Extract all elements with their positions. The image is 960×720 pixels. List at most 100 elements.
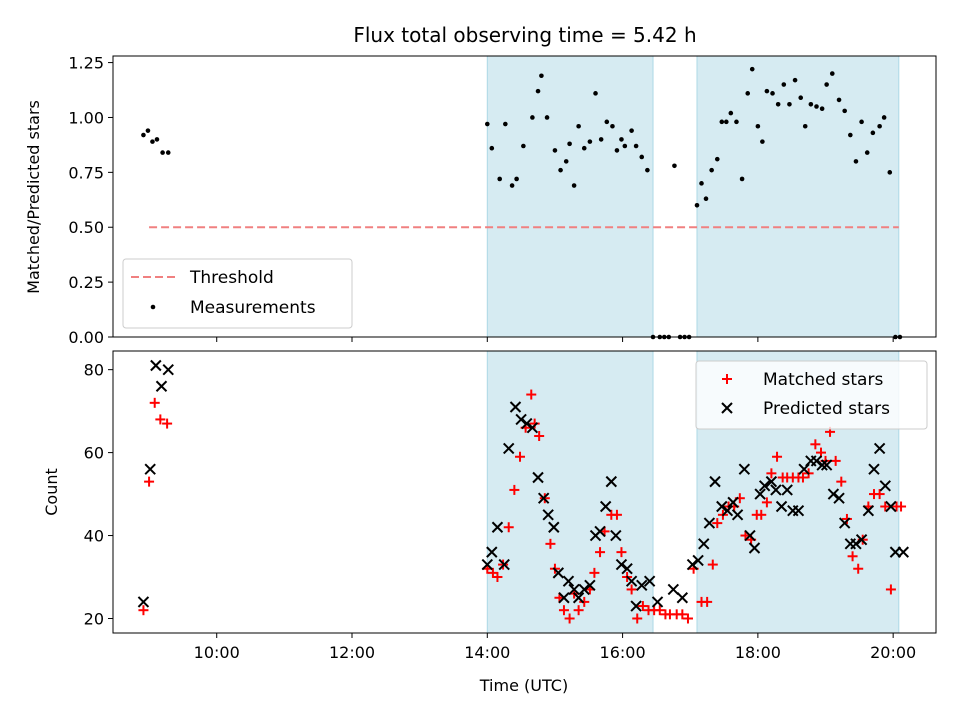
matched-star-point xyxy=(853,563,864,574)
measurement-point xyxy=(552,148,558,153)
x-tick-label: 20:00 xyxy=(870,643,916,662)
y-tick-label: 60 xyxy=(84,444,104,463)
predicted-star-point xyxy=(873,442,886,455)
matched-star-point xyxy=(162,418,173,429)
predicted-star-point xyxy=(137,596,150,608)
measurement-point xyxy=(639,154,645,160)
measurement-point xyxy=(709,167,714,173)
matched-star-point xyxy=(756,509,767,520)
measurement-point xyxy=(587,139,593,144)
predicted-star-point xyxy=(703,517,716,529)
top-x-ticks xyxy=(216,337,894,342)
matched-star-point xyxy=(797,472,808,483)
predicted-star-point xyxy=(572,592,585,604)
predicted-star-point xyxy=(498,558,510,571)
predicted-star-point xyxy=(838,517,851,529)
shaded-interval xyxy=(486,55,654,338)
legend-threshold-label: Threshold xyxy=(189,268,274,288)
predicted-star-point xyxy=(676,592,689,604)
legend-measurements-swatch xyxy=(150,304,156,310)
y-tick-label: 0.00 xyxy=(68,328,104,347)
predicted-star-point xyxy=(798,463,810,475)
top-plot-frame xyxy=(112,55,937,338)
matched-star-point xyxy=(509,484,520,495)
top-legend: Threshold Measurements xyxy=(122,258,353,329)
bottom-y-ticks: 20 40 60 80 xyxy=(84,361,113,628)
matched-star-point xyxy=(702,596,713,607)
bottom-x-ticks: 10:00 12:00 14:00 16:00 18:00 20:00 xyxy=(194,633,916,662)
predicted-star-point xyxy=(503,442,515,455)
measurement-point xyxy=(836,97,842,103)
bottom-plot-frame xyxy=(112,350,937,634)
predicted-star-point xyxy=(625,575,638,587)
measurement-point xyxy=(787,101,792,107)
predicted-star-point xyxy=(481,558,494,571)
predicted-star-point xyxy=(630,600,642,612)
legend-predicted-swatch xyxy=(721,402,733,414)
matched-star-point xyxy=(841,513,852,524)
matched-star-point xyxy=(836,476,847,487)
predicted-star-point xyxy=(827,488,840,500)
top-panel: 0.00 0.25 0.50 0.75 1.00 1.25 Matched/Predict… xyxy=(24,54,937,347)
measurement-point xyxy=(824,82,829,87)
measurement-point xyxy=(141,132,146,138)
measurement-point xyxy=(610,123,615,129)
measurement-point xyxy=(514,176,519,182)
measurement-point xyxy=(535,88,541,94)
predicted-star-point xyxy=(643,575,656,587)
measurement-point xyxy=(622,143,628,149)
measurement-point xyxy=(739,176,745,182)
measurement-point xyxy=(509,183,515,188)
matched-star-point xyxy=(637,601,648,612)
bottom-legend: Matched stars Predicted stars xyxy=(695,360,928,430)
predicted-star-point xyxy=(552,567,565,579)
y-tick-label: 0.75 xyxy=(68,163,104,182)
x-tick-label: 16:00 xyxy=(600,643,646,662)
matched-star-point xyxy=(579,596,590,607)
measurement-point xyxy=(819,106,825,111)
matched-star-point xyxy=(514,451,525,462)
matched-star-point xyxy=(503,522,514,533)
measurement-point xyxy=(497,176,502,182)
measurement-point xyxy=(619,137,624,142)
measurement-point xyxy=(160,150,165,155)
predicted-star-point xyxy=(594,525,606,538)
shaded-interval xyxy=(486,350,654,634)
matched-star-point xyxy=(712,518,723,529)
predicted-star-point xyxy=(144,463,156,475)
predicted-star-point xyxy=(562,575,575,587)
matched-star-point xyxy=(564,613,575,624)
predicted-star-point xyxy=(599,500,612,513)
predicted-star-point xyxy=(509,401,522,413)
legend-matched-swatch xyxy=(722,374,732,384)
measurement-point xyxy=(576,123,581,129)
matched-star-point xyxy=(545,538,556,549)
matched-star-point xyxy=(149,397,160,408)
measurement-point xyxy=(760,139,765,144)
measurement-point xyxy=(489,145,495,151)
measurement-point xyxy=(877,123,882,129)
predicted-star-point xyxy=(810,455,823,467)
predicted-star-point xyxy=(526,422,539,434)
measurement-point xyxy=(724,119,729,125)
predicted-star-point xyxy=(651,596,664,608)
measurement-point xyxy=(792,77,798,83)
shaded-interval xyxy=(696,55,900,338)
matched-star-point xyxy=(896,501,907,512)
predicted-star-point xyxy=(568,583,580,596)
measurement-point xyxy=(745,91,751,96)
predicted-star-point xyxy=(698,538,710,550)
predicted-star-point xyxy=(770,484,782,496)
measurement-point xyxy=(694,202,700,208)
top-y-axis-label: Matched/Predicted stars xyxy=(24,100,43,294)
matched-star-point xyxy=(611,509,622,520)
measurement-point xyxy=(808,101,814,107)
measurement-point xyxy=(749,66,755,72)
predicted-star-point xyxy=(748,542,761,554)
matched-star-point xyxy=(810,439,821,450)
predicted-star-point xyxy=(897,546,910,558)
measurement-point xyxy=(614,148,620,153)
measurement-point xyxy=(539,73,544,79)
matched-star-point xyxy=(632,613,643,624)
